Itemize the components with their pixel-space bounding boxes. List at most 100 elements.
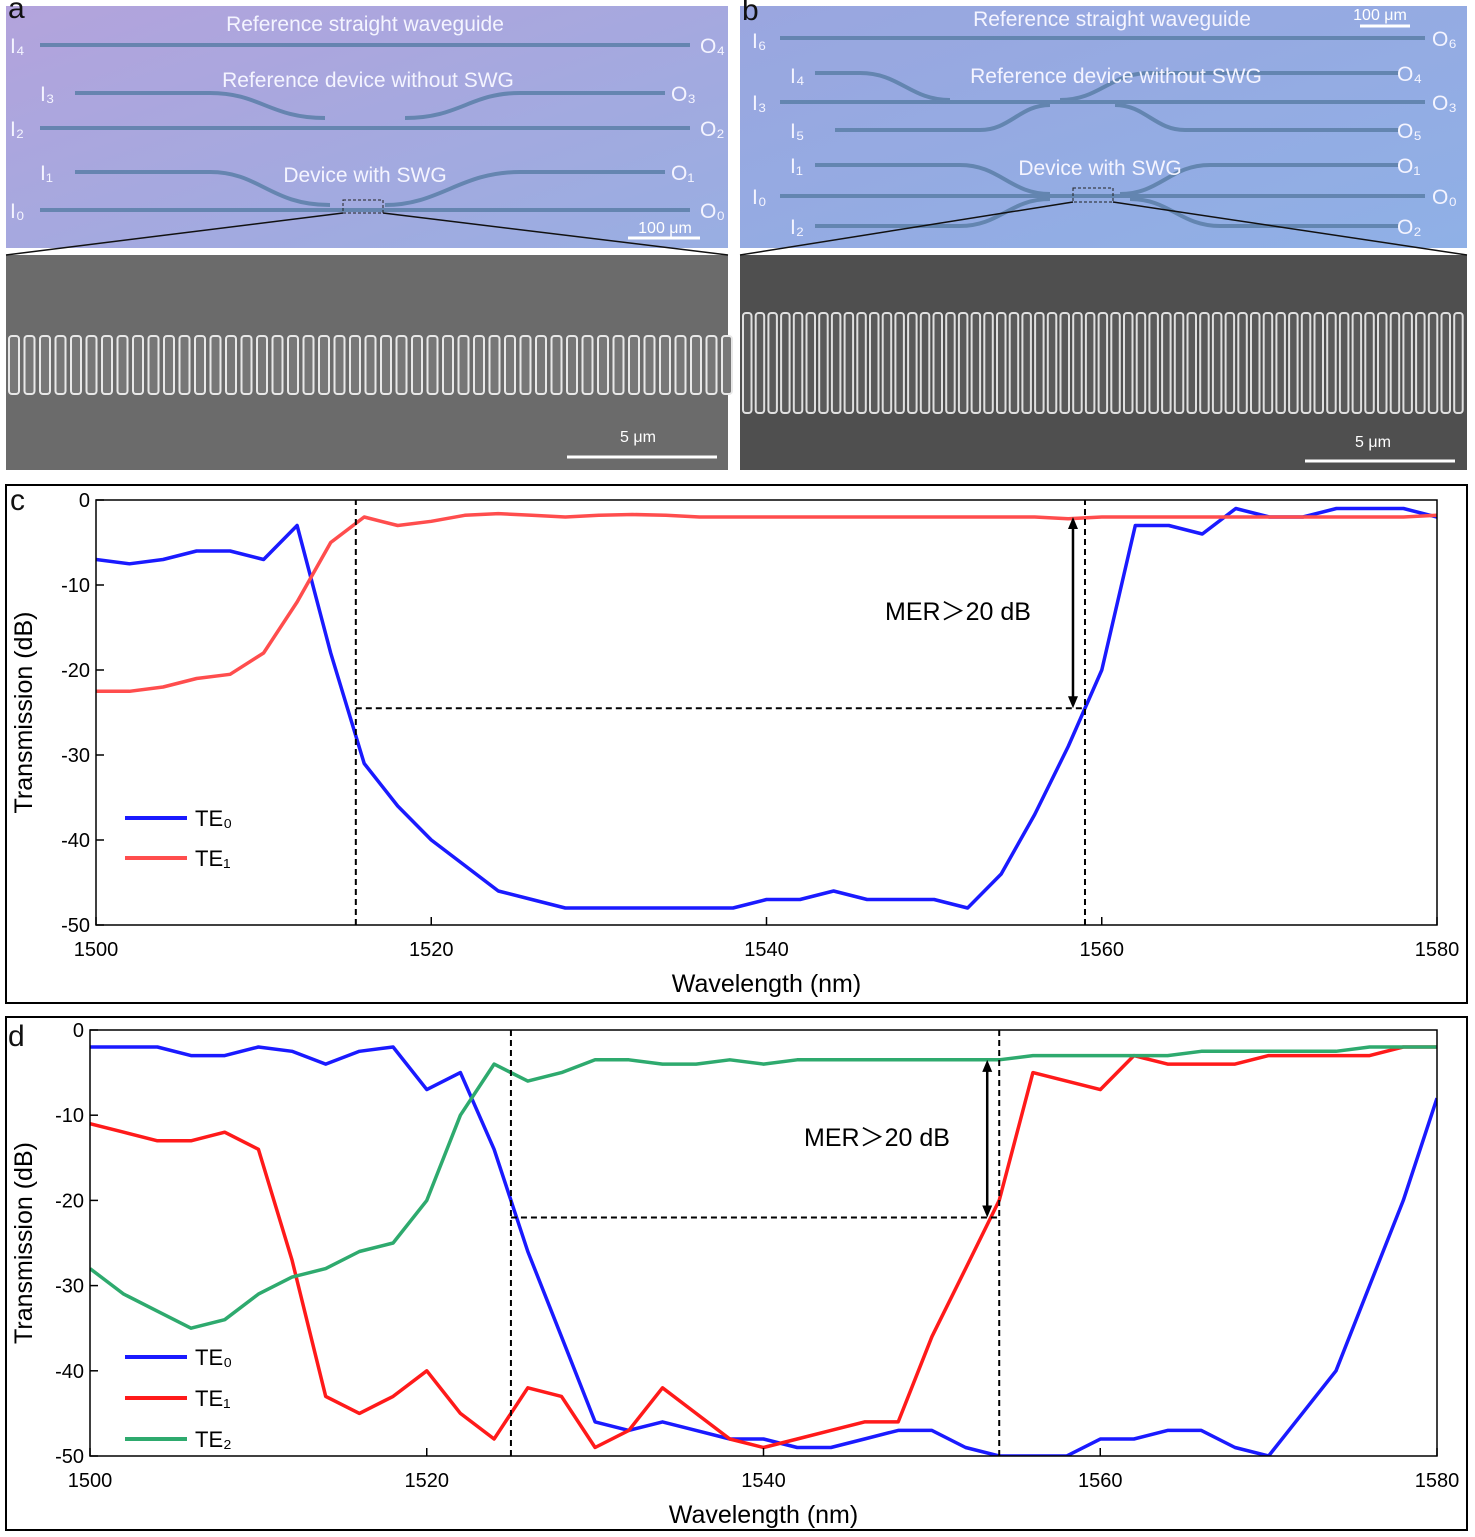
tooth: [240, 335, 253, 395]
tooth: [659, 335, 671, 395]
tooth: [919, 312, 931, 414]
tooth: [39, 335, 51, 395]
device-label: Device with SWG: [283, 164, 446, 187]
tooth: [8, 335, 20, 395]
y-tick-label: -40: [55, 1361, 84, 1383]
tooth: [742, 312, 753, 414]
tooth: [318, 335, 330, 395]
tooth: [612, 335, 625, 395]
tooth: [194, 335, 206, 395]
legend-label: TE₀: [195, 1345, 232, 1370]
tooth: [1237, 312, 1248, 414]
x-tick-label: 1540: [744, 939, 789, 961]
port-label: I₃: [40, 83, 54, 106]
legend-label: TE₁: [195, 846, 231, 871]
panel-label: d: [8, 1020, 25, 1053]
tooth: [996, 312, 1007, 414]
tooth: [178, 335, 191, 395]
tooth: [380, 335, 392, 395]
tooth: [945, 312, 956, 414]
tooth: [1415, 312, 1426, 414]
tooth: [1173, 312, 1185, 414]
tooth: [881, 312, 893, 414]
tooth: [550, 335, 563, 395]
tooth: [1148, 312, 1159, 414]
plot-frame: [95, 499, 1438, 926]
x-tick-label: 1540: [741, 1470, 786, 1492]
tooth: [1364, 312, 1375, 414]
tooth: [1351, 312, 1363, 414]
tooth: [364, 335, 377, 395]
tooth: [818, 312, 829, 414]
x-tick-label: 1580: [1415, 939, 1460, 961]
tooth: [54, 335, 67, 395]
device-label: Reference device without SWG: [222, 69, 514, 92]
tooth: [830, 312, 842, 414]
y-axis-title: Transmission (dB): [10, 1142, 38, 1344]
port-label: O₂: [700, 118, 725, 141]
tooth: [1021, 312, 1032, 414]
y-tick-label: -10: [61, 575, 90, 597]
tooth: [628, 335, 640, 395]
y-tick-label: -20: [55, 1190, 84, 1212]
plot-frame: [89, 1029, 1438, 1457]
x-tick-label: 1560: [1078, 1470, 1123, 1492]
port-label: O₃: [1432, 92, 1457, 115]
port-label: O₄: [1397, 63, 1422, 86]
tooth: [1250, 312, 1261, 414]
y-tick-label: -40: [61, 830, 90, 852]
y-tick-label: -50: [55, 1446, 84, 1468]
port-label: I₀: [752, 186, 767, 209]
tooth: [1110, 312, 1121, 414]
tooth: [1440, 312, 1451, 414]
x-tick-label: 1520: [409, 939, 454, 961]
x-tick-label: 1500: [68, 1470, 113, 1492]
port-label: O₆: [1432, 28, 1457, 51]
tooth: [690, 335, 702, 395]
scale-bar-label: 100 μm: [638, 220, 692, 237]
port-label: I₂: [10, 118, 24, 141]
tooth: [1084, 312, 1096, 414]
y-tick-label: -10: [55, 1105, 84, 1127]
tooth: [287, 335, 299, 395]
tooth: [209, 335, 222, 395]
port-label: O₃: [671, 83, 696, 106]
tooth: [780, 312, 791, 414]
sem-scale-bar-label: 5 μm: [1355, 434, 1391, 451]
zoom-lines-a: [5, 212, 729, 256]
sem-grating: [8, 312, 1464, 414]
port-label: I₁: [40, 162, 53, 185]
tooth: [1008, 312, 1020, 414]
x-axis-title: Wavelength (nm): [669, 1501, 858, 1529]
tooth: [23, 335, 36, 395]
port-label: I₄: [10, 35, 24, 58]
series-line: [96, 511, 1437, 694]
port-label: O₅: [1397, 120, 1422, 143]
x-tick-label: 1500: [74, 939, 119, 961]
annotation: MER＞20 dB: [885, 598, 1031, 626]
tooth: [643, 335, 656, 395]
optical-image-b: [740, 6, 1467, 248]
y-tick-label: -20: [61, 660, 90, 682]
tooth: [792, 312, 804, 414]
legend-label: TE₀: [195, 806, 232, 831]
panel-frame: [5, 484, 1468, 1004]
tooth: [970, 312, 982, 414]
port-label: I₄: [790, 65, 804, 88]
port-label: I₁: [790, 155, 803, 178]
tooth: [843, 312, 855, 414]
tooth: [1300, 312, 1312, 414]
port-label: I₅: [790, 120, 804, 143]
tooth: [1161, 312, 1172, 414]
tooth: [566, 335, 578, 395]
tooth: [426, 335, 439, 395]
device-label: Device with SWG: [1018, 157, 1181, 180]
tooth: [411, 335, 423, 395]
tooth: [225, 335, 237, 395]
tooth: [395, 335, 408, 395]
tooth: [1059, 312, 1070, 414]
tooth: [473, 335, 485, 395]
tooth: [488, 335, 501, 395]
port-label: O₁: [1397, 155, 1420, 178]
